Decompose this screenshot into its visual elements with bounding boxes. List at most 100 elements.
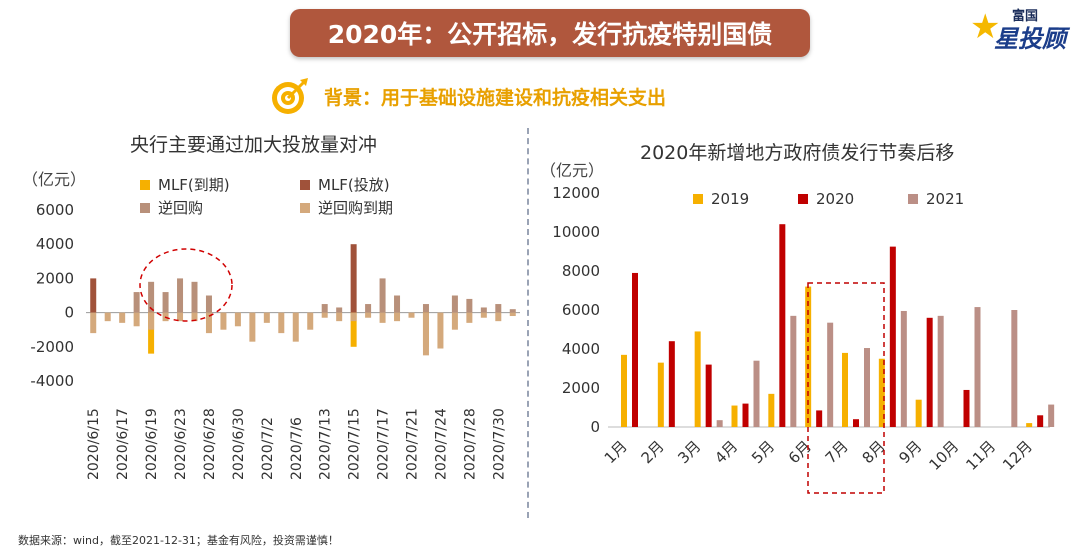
x-tick-label: 2020/7/30 [491,408,507,480]
bar-逆回购 [422,304,429,313]
bar-2019 [657,362,664,427]
bar-逆回购到期 [119,312,126,323]
bar-MLF(投放) [90,278,97,313]
y-tick-label: 8000 [562,262,600,280]
bar-逆回购 [205,295,212,313]
bar-逆回购到期 [350,312,357,322]
legend-label: 2020 [816,190,855,208]
x-tick-label: 2020/6/15 [86,408,102,480]
bar-2021 [716,420,723,427]
y-tick-label: 12000 [552,184,600,202]
bar-2021 [900,310,907,427]
bar-2021 [753,360,760,427]
y-tick-label: 6000 [36,201,74,219]
bar-逆回购到期 [321,312,328,318]
bar-2020 [742,403,749,427]
y-tick-label: 6000 [562,301,600,319]
legend-item: 2020 [798,190,854,208]
page-title-banner: 2020年：公开招标，发行抗疫特别国债 [290,9,810,57]
bar-逆回购 [466,298,473,313]
legend-swatch [140,202,150,213]
bar-2021 [1048,404,1055,427]
x-tick-label: 1月 [601,437,631,467]
y-tick-label: -2000 [30,338,74,356]
star-icon: ★ [970,7,1001,47]
legend-label: 逆回购 [158,199,204,217]
brand-logo: ★ 富国 星投顾 [970,5,1070,53]
y-tick-label: 2000 [36,269,74,287]
bar-逆回购到期 [205,312,212,334]
left-chart: -4000 -2000 0 2000 4000 6000 2020/6/15 2020/6/1… [30,201,520,480]
legend-label: 2019 [711,190,750,208]
x-tick-label: 2020/7/6 [289,417,305,480]
right-chart: 0 2000 4000 6000 8000 10000 12000 1月 2月 3月 4月 5月 6月 7… [552,184,1055,494]
y-tick-label: 10000 [552,223,600,241]
legend-label: 逆回购到期 [318,199,394,217]
bar-2021 [827,322,834,427]
bar-2019 [621,354,627,427]
left-chart-title: 央行主要通过加大投放量对冲 [130,134,378,156]
bar-逆回购到期 [90,312,97,334]
bar-逆回购到期 [148,312,155,330]
bar-2020 [816,410,823,427]
bar-2020 [926,317,933,427]
bar-2019 [842,352,848,427]
x-tick-label: 2020/7/21 [405,408,421,480]
bar-2021 [790,315,797,427]
x-tick-label: 2020/7/2 [260,417,276,480]
x-tick-label: 2020/7/17 [376,408,392,480]
bar-逆回购到期 [336,312,343,322]
bar-2019 [694,331,701,427]
bar-2019 [768,393,775,427]
bar-逆回购到期 [480,312,487,318]
y-tick-label: 4000 [562,340,600,358]
bar-逆回购到期 [249,312,256,342]
bar-逆回购到期 [365,312,372,318]
highlight-box [807,282,885,494]
bar-2020 [668,341,675,427]
x-tick-label: 2020/6/28 [202,408,218,480]
bar-逆回购到期 [307,312,314,330]
x-tick-label: 2020/6/17 [115,408,131,480]
bar-MLF(到期) [148,312,155,354]
bar-逆回购到期 [177,312,184,322]
bar-2019 [878,358,885,427]
x-tick-label: 2020/7/15 [347,408,363,480]
y-tick-label: -4000 [30,372,74,390]
legend-item: 逆回购到期 [300,197,393,218]
bar-逆回购到期 [379,312,386,323]
bar-逆回购到期 [220,312,227,330]
bar-2020 [705,364,712,427]
x-tick-label: 3月 [674,437,704,467]
right-chart-title: 2020年新增地方政府债发行节奏后移 [640,142,955,164]
x-tick-label: 7月 [822,437,852,467]
y-tick-label: 2000 [562,379,600,397]
bar-逆回购到期 [234,312,241,327]
bar-逆回购 [495,304,502,313]
subtitle: 背景：用于基础设施建设和抗疫相关支出 [270,76,666,116]
bar-2020 [632,272,638,427]
bar-逆回购 [162,292,169,313]
left-chart-unit: （亿元） [22,170,87,189]
subtitle-text: 背景：用于基础设施建设和抗疫相关支出 [324,86,667,109]
legend-swatch [908,194,918,204]
bar-逆回购 [321,304,328,313]
chart-divider [527,128,529,518]
bar-逆回购 [394,295,401,313]
bar-MLF(到期) [350,312,357,347]
logo-main-text: 星投顾 [994,25,1066,53]
x-tick-label: 2020/7/13 [318,408,334,480]
bar-MLF(投放) [350,244,357,313]
legend-label: 2021 [926,190,965,208]
x-tick-label: 12月 [999,437,1036,474]
bar-逆回购到期 [133,312,140,327]
x-tick-label: 2020/6/19 [144,408,160,480]
bar-2021 [864,348,870,427]
legend-swatch [693,194,703,204]
logo-top-text: 富国 [1012,9,1039,24]
legend-item: MLF(到期) [140,174,230,195]
bar-逆回购到期 [104,312,111,322]
bar-2021 [974,307,981,427]
bar-2020 [889,246,896,427]
x-tick-label: 2020/7/28 [462,408,478,480]
